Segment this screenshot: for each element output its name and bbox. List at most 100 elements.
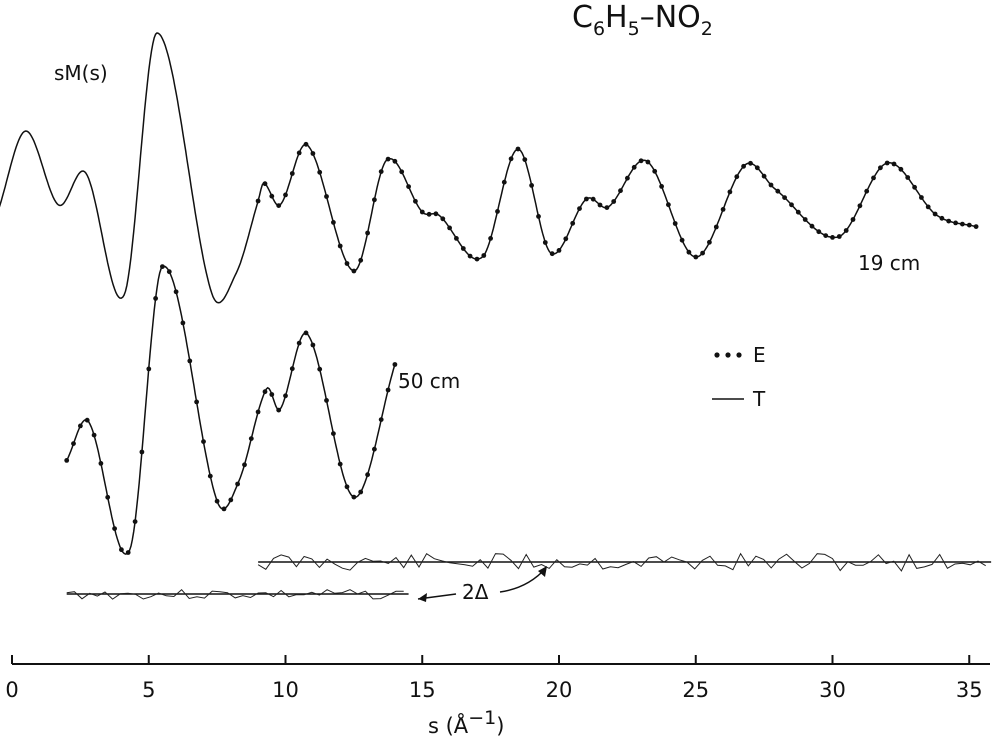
experimental-point	[823, 233, 829, 239]
experimental-point	[672, 221, 678, 226]
chart-title: C6H5–NO2	[572, 0, 713, 40]
experimental-point	[830, 235, 835, 240]
experimental-point	[317, 366, 323, 372]
experimental-point	[693, 254, 699, 260]
experimental-point	[878, 165, 883, 171]
experimental-point	[84, 417, 90, 423]
experimental-point	[112, 526, 117, 531]
experimental-point	[960, 221, 965, 227]
experimental-point	[132, 519, 138, 524]
experimental-point	[474, 256, 480, 262]
experimental-point	[194, 399, 200, 405]
experimental-point	[529, 183, 534, 188]
experimental-point	[317, 169, 323, 175]
difference-annotation: 2Δ	[417, 566, 547, 604]
experimental-point	[344, 484, 350, 490]
curves-layer	[0, 32, 979, 555]
experimental-point	[358, 489, 364, 495]
experimental-point	[973, 224, 979, 230]
experimental-point	[570, 220, 576, 226]
x-ticks: 0 5 10 15 20 25 30 35	[5, 655, 983, 702]
experimental-point	[645, 159, 651, 165]
experimental-point	[884, 160, 890, 166]
experimental-point	[378, 417, 384, 422]
experimental-point	[426, 211, 432, 217]
y-axis-label: sM(s)	[54, 61, 108, 85]
experimental-point	[467, 253, 473, 259]
experimental-point	[71, 441, 76, 446]
experimental-point	[201, 439, 206, 444]
experimental-point	[919, 195, 924, 200]
legend-label-experimental: E	[753, 343, 766, 367]
legend-label-theoretical: T	[752, 387, 766, 411]
experimental-point	[289, 366, 295, 372]
experimental-point	[843, 228, 849, 233]
experimental-point	[385, 387, 391, 393]
experimental-point	[809, 223, 815, 229]
experimental-point	[946, 218, 952, 224]
experimental-point	[440, 216, 446, 222]
theoretical-curve-0	[0, 32, 978, 304]
experimental-point	[871, 175, 876, 181]
x-tick-label: 5	[142, 678, 155, 702]
experimental-point	[925, 204, 931, 210]
experimental-point	[802, 217, 808, 222]
experimental-point	[358, 257, 364, 263]
experimental-point	[795, 209, 801, 215]
experimental-point	[255, 409, 261, 415]
experimental-point	[761, 173, 767, 179]
x-tick-label: 15	[409, 678, 436, 702]
experimental-point	[331, 220, 336, 225]
experimental-point	[631, 164, 637, 170]
x-tick-label: 10	[272, 678, 299, 702]
theoretical-curve-1	[66, 265, 396, 555]
experimental-point	[966, 222, 972, 228]
experimental-point	[242, 462, 247, 468]
experimental-point	[782, 195, 787, 201]
experimental-point	[372, 446, 377, 452]
experimental-point	[515, 146, 521, 152]
experimental-point	[522, 157, 528, 163]
experimental-point	[262, 389, 268, 395]
experimental-point	[536, 214, 541, 219]
experimental-point	[590, 196, 596, 202]
experimental-point	[563, 236, 569, 242]
experimental-point	[754, 165, 760, 171]
x-tick-label: 0	[5, 678, 18, 702]
experimental-point	[180, 320, 186, 326]
experimental-point	[707, 239, 712, 245]
experimental-point	[173, 289, 179, 295]
experimental-point	[454, 236, 459, 241]
x-tick-label: 25	[682, 678, 709, 702]
experimental-point	[365, 230, 370, 236]
experimental-point	[392, 158, 398, 164]
experimental-point	[221, 506, 227, 512]
experimental-point	[64, 458, 70, 463]
x-tick-label: 35	[956, 678, 983, 702]
experimental-point	[372, 197, 377, 203]
experimental-point	[351, 494, 357, 500]
experimental-point	[549, 251, 555, 257]
residuals-layer	[66, 552, 992, 600]
experimental-point	[597, 202, 603, 208]
experimental-point	[399, 169, 405, 175]
experimental-point	[406, 184, 411, 190]
experimental-point	[303, 141, 309, 147]
curve-label-19cm: 19 cm	[858, 251, 920, 275]
experimental-point	[652, 168, 658, 174]
experimental-point	[611, 199, 617, 204]
experimental-point	[495, 209, 500, 214]
experimental-point	[898, 166, 904, 172]
experimental-point	[850, 217, 856, 222]
legend: E T	[712, 343, 766, 411]
experimental-point	[413, 198, 418, 204]
experimental-point	[713, 224, 719, 230]
experimental-point	[604, 205, 610, 211]
experimental-point	[618, 188, 623, 194]
experimental-point	[659, 184, 664, 189]
experimental-point	[939, 215, 945, 221]
experimental-point	[419, 209, 425, 215]
experimental-point	[700, 250, 705, 256]
experimental-point	[905, 175, 911, 180]
experimental-point	[160, 264, 165, 269]
